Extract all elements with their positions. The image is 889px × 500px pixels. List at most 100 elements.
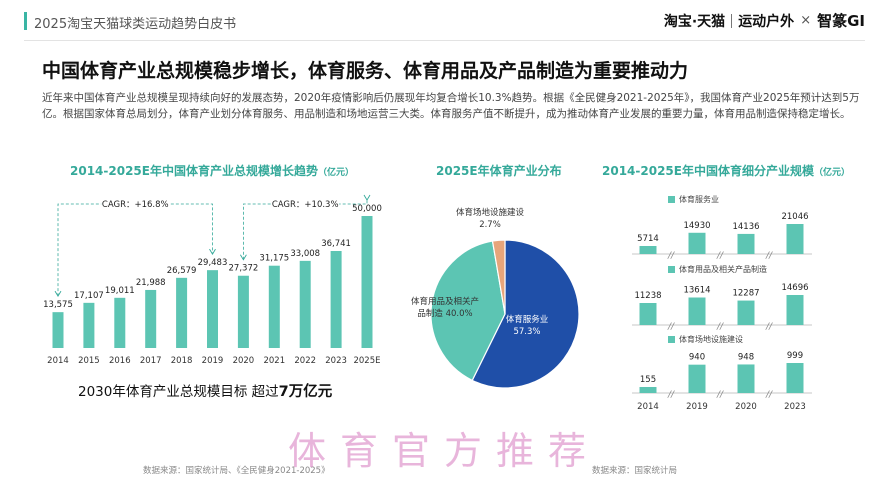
chart1-title: 2014-2025E年中国体育产业总规模增长趋势（亿元） [70, 162, 354, 179]
bar-2021 [268, 265, 280, 348]
segment-panel-3: 体育场地设施建设 155 940 948 999 // // // [632, 334, 812, 400]
segment-value-1-2014: 5714 [637, 234, 659, 244]
cagr-arrow-start-1 [54, 290, 62, 298]
value-label-2020: 27,372 [229, 264, 259, 274]
segment-x-labels: 2014 2019 2020 2023 [637, 402, 806, 412]
segment-value-3-2020: 948 [738, 352, 754, 362]
segment-bar-2-2014 [639, 303, 657, 325]
cagr-arrow-end-2 [363, 194, 371, 201]
segment-value-2-2014: 11238 [634, 291, 661, 301]
segment-value-2-2023: 14696 [781, 283, 808, 293]
target-2030: 2030年体育产业总规模目标 超过7万亿元 [78, 380, 332, 401]
cagr-bracket-1 [57, 203, 213, 297]
x-label-2017: 2017 [140, 356, 162, 366]
legend-swatch-2 [668, 266, 675, 273]
segment-panel-2: 体育用品及相关产品制造 11238 13614 12287 14696 // // // [632, 264, 812, 332]
chart3-unit: （亿元） [813, 168, 850, 178]
value-label-2018: 26,579 [167, 266, 197, 276]
x-label-2022: 2022 [294, 356, 316, 366]
x-label-2015: 2015 [78, 356, 100, 366]
axis-break-1-2: // [716, 251, 724, 261]
segment-x-label-2020: 2020 [735, 402, 757, 412]
segment-bar-3-2023 [786, 363, 804, 393]
axis-break-3-2: // [716, 390, 724, 400]
bar-2023 [330, 251, 342, 348]
cagr-label-1: CAGR：+16.8% [102, 200, 169, 210]
bar-2016 [114, 297, 126, 348]
segment-panel-1: 体育服务业 5714 14930 14136 21046 // // // [632, 194, 812, 261]
segment-bar-2-2020 [737, 300, 755, 325]
pie-label-1-line-1: 体育服务业 [506, 314, 549, 325]
x-label-2020: 2020 [233, 356, 255, 366]
target-prefix: 2030年体育产业总规模目标 超过 [78, 384, 279, 400]
bar-2025E [361, 216, 373, 348]
value-label-2014: 13,575 [43, 300, 73, 310]
x-label-2016: 2016 [109, 356, 131, 366]
brand-area: 淘宝·天猫 运动户外 × 智篆GI [664, 10, 865, 31]
value-label-2022: 33,008 [290, 249, 320, 259]
segment-bar-1-2019 [688, 232, 706, 254]
segment-bar-1-2023 [786, 224, 804, 254]
x-label-2018: 2018 [171, 356, 193, 366]
axis-break-3-1: // [667, 390, 675, 400]
pie-label-2-line-2: 品制造 40.0% [417, 308, 472, 319]
pie-slice-2 [430, 240, 506, 382]
pie-slice-1 [471, 239, 580, 389]
value-label-2021: 31,175 [259, 254, 289, 264]
value-label-2016: 19,011 [105, 286, 135, 296]
axis-break-2-2: // [716, 322, 724, 332]
cagr-label-2: CAGR：+10.3% [272, 200, 339, 210]
segment-bar-3-2020 [737, 364, 755, 393]
chart3-title-text: 2014-2025E年中国体育细分产业规模 [602, 164, 814, 178]
total-scale-value-labels: 13,57517,10719,01121,98826,57929,48327,3… [43, 204, 382, 310]
x-label-2019: 2019 [202, 356, 224, 366]
axis-break-1-1: // [667, 251, 675, 261]
segment-bar-3-2019 [688, 364, 706, 393]
total-scale-bars [52, 216, 373, 348]
source-note-left: 数据来源：国家统计局、《全民健身2021-2025》 [143, 466, 330, 476]
header-divider [24, 40, 865, 41]
target-value: 7万亿元 [278, 384, 333, 400]
report-title: 2025淘宝天猫球类运动趋势白皮书 [34, 17, 237, 32]
page-title: 中国体育产业总规模稳步增长，体育服务、体育用品及产品制造为重要推动力 [42, 60, 689, 82]
chart1-title-text: 2014-2025E年中国体育产业总规模增长趋势 [70, 164, 318, 178]
segment-bar-2-2023 [786, 295, 804, 325]
x-label-2021: 2021 [263, 356, 285, 366]
segment-bar-1-2014 [639, 246, 657, 254]
value-label-2019: 29,483 [198, 258, 228, 268]
cagr-annotations: CAGR：+16.8% CAGR：+10.3% [54, 194, 371, 298]
pie-label-3-line-1: 体育场地设施建设 [456, 207, 525, 218]
segment-value-3-2019: 940 [689, 353, 705, 363]
source-note-right: 数据来源：国家统计局 [592, 466, 678, 476]
pie-label-2: 体育用品及相关产品制造 40.0% [411, 296, 479, 319]
brand-taobao-logo: 淘宝·天猫 [663, 13, 726, 30]
bar-2014 [52, 312, 64, 348]
pie-label-1: 体育服务业 57.3% [506, 314, 549, 337]
cagr-label-bg-2 [271, 197, 340, 210]
cagr-annotation-2: CAGR：+10.3% [240, 194, 371, 261]
chart2-title: 2025E年体育产业分布 [436, 164, 562, 178]
legend-swatch-3 [668, 336, 675, 343]
legend-label-2: 体育用品及相关产品制造 [679, 264, 767, 274]
cagr-label-bg-1 [101, 197, 170, 210]
cagr-arrow-end-1 [209, 248, 216, 256]
bar-2017 [145, 289, 157, 348]
segment-bar-2-2019 [688, 297, 706, 325]
axis-break-3-3: // [765, 390, 773, 400]
pie-label-3: 体育场地设施建设 2.7% [456, 207, 525, 230]
brand-sport-logo: 运动户外 [738, 13, 795, 30]
bar-2018 [176, 277, 188, 348]
pie-slice-3 [491, 239, 506, 315]
legend-label-1: 体育服务业 [679, 194, 719, 204]
pie-label-2-line-1: 体育用品及相关产 [411, 296, 479, 307]
segment-value-1-2019: 14930 [683, 221, 710, 231]
value-label-2025E: 50,000 [352, 204, 382, 214]
segment-value-1-2023: 21046 [781, 212, 808, 222]
axis-break-1-3: // [765, 251, 773, 261]
x-label-2023: 2023 [325, 356, 347, 366]
legend-label-3: 体育场地设施建设 [679, 334, 743, 344]
value-label-2023: 36,741 [321, 239, 351, 249]
